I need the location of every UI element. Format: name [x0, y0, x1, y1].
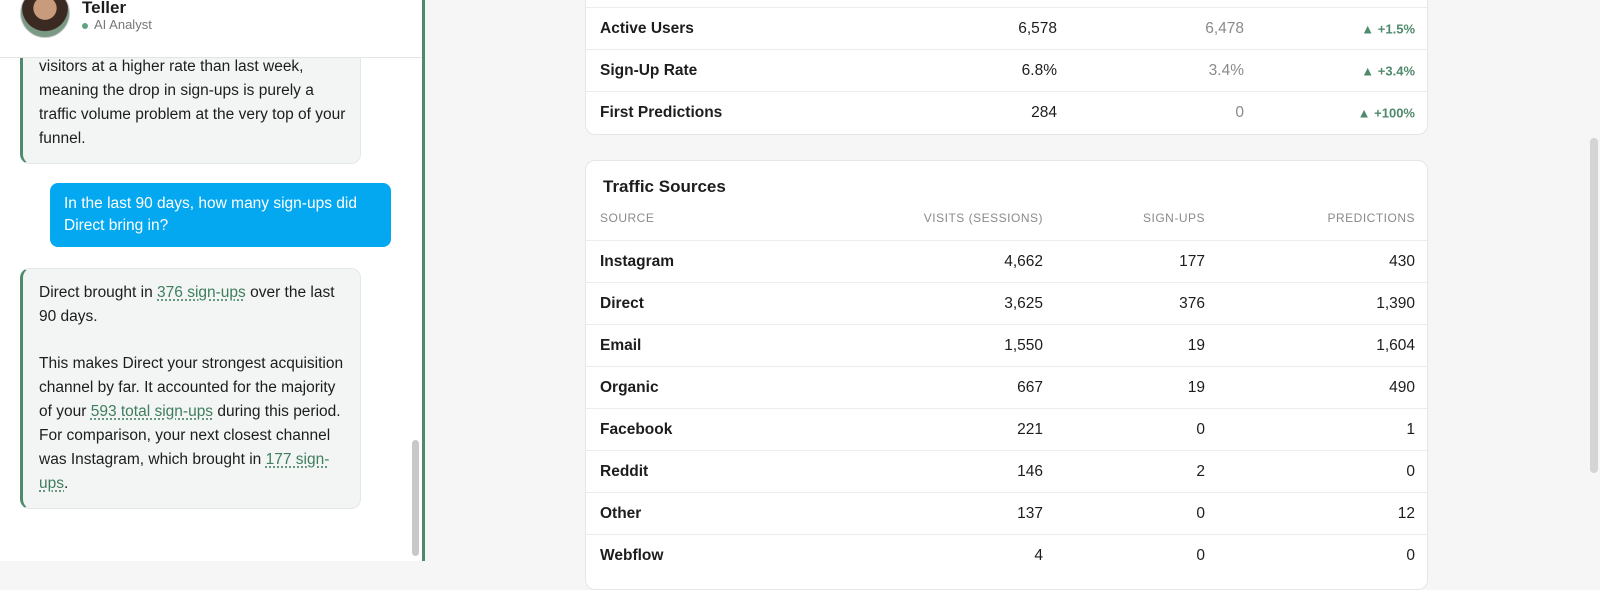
current-value: 6.8%	[1021, 62, 1057, 79]
source: Direct	[600, 295, 644, 312]
paragraph: In the last 90 days, how many sign-ups d…	[64, 193, 377, 237]
predictions: 430	[1389, 253, 1415, 270]
table-row: Instagram 4,662 177 430	[586, 240, 1427, 283]
change: ▲ +3.4%	[1361, 63, 1415, 79]
metric-row: Active Users 6,578 6,478 ▲ +1.5%	[586, 7, 1427, 50]
visits: 4	[1034, 547, 1043, 564]
sign-ups: 2	[1196, 463, 1205, 480]
visits: 137	[1017, 505, 1043, 522]
sign-ups: 0	[1196, 421, 1205, 438]
assistant-name: Teller	[82, 0, 127, 17]
visits: 1,550	[1004, 337, 1043, 354]
predictions: 1,390	[1376, 295, 1415, 312]
column-header: SOURCE	[600, 211, 655, 225]
sign-ups: 0	[1196, 547, 1205, 564]
chat-panel: Teller AI Analyst visitors at a higher r…	[0, 0, 425, 561]
source: Organic	[600, 379, 659, 396]
predictions: 1	[1406, 421, 1415, 438]
predictions: 12	[1397, 505, 1415, 522]
text: over the last 90 days.	[39, 284, 335, 325]
paragraph: visitors at a higher rate than last week…	[39, 55, 346, 151]
sign-ups: 177	[1179, 253, 1205, 270]
card-title: Traffic Sources	[603, 177, 726, 196]
previous-value: 0	[1235, 104, 1244, 121]
text: This makes Direct your strongest acquisi…	[39, 355, 344, 420]
metric-name: Sign-Up Rate	[600, 62, 698, 79]
column-header: VISITS (SESSIONS)	[923, 211, 1043, 225]
table-row: Facebook 221 0 1	[586, 408, 1427, 451]
source: Instagram	[600, 253, 675, 270]
change: ▲ +100%	[1357, 105, 1415, 121]
source: Facebook	[600, 421, 673, 438]
avatar	[20, 0, 70, 38]
table-row: Reddit 146 2 0	[586, 450, 1427, 493]
assistant-message: Direct brought in 376 sign-ups over the …	[20, 268, 361, 509]
metric-name: First Predictions	[600, 104, 723, 121]
previous-value: 3.4%	[1208, 62, 1244, 79]
scrollbar[interactable]	[1590, 138, 1598, 473]
source: Email	[600, 337, 642, 354]
current-value: 6,578	[1018, 20, 1057, 37]
status-dot	[82, 22, 88, 29]
visits: 667	[1017, 379, 1043, 396]
assistant-status: AI Analyst	[82, 17, 152, 32]
source: Webflow	[600, 547, 664, 564]
metric-name: Active Users	[600, 20, 694, 37]
assistant-message: visitors at a higher rate than last week…	[20, 42, 361, 164]
sign-ups: 19	[1187, 337, 1205, 354]
metrics-card: Active Users 6,578 6,478 ▲ +1.5% Sign-Up Rat…	[585, 0, 1428, 135]
current-value: 284	[1031, 104, 1057, 121]
inline-link[interactable]: 177 sign-ups	[39, 451, 330, 492]
column-header: PREDICTIONS	[1327, 211, 1415, 225]
text: Direct brought in	[39, 284, 158, 301]
sign-ups: 0	[1196, 505, 1205, 522]
text: In the last 90 days, how many sign-ups d…	[64, 195, 357, 234]
change: ▲ +1.5%	[1361, 21, 1415, 37]
sign-ups: 19	[1187, 379, 1205, 396]
metric-row: First Predictions 284 0 ▲ +100%	[586, 91, 1427, 134]
predictions: 1,604	[1376, 337, 1415, 354]
inline-link[interactable]: 593 total sign-ups	[90, 403, 214, 420]
scrollbar[interactable]	[412, 440, 419, 556]
visits: 4,662	[1004, 253, 1043, 270]
traffic-card: Traffic Sources SOURCE VISITS (SESSIONS) S…	[585, 160, 1428, 590]
visits: 221	[1017, 421, 1043, 438]
table-row: Webflow 4 0 0	[586, 534, 1427, 577]
table-row: Organic 667 19 490	[586, 366, 1427, 409]
source: Other	[600, 505, 642, 522]
metric-row: Sign-Up Rate 6.8% 3.4% ▲ +3.4%	[586, 49, 1427, 92]
predictions: 0	[1406, 547, 1415, 564]
table-row: Other 137 0 12	[586, 492, 1427, 535]
source: Reddit	[600, 463, 649, 480]
text: during this period. For comparison, your…	[39, 403, 341, 468]
paragraph: Direct brought in 376 sign-ups over the …	[39, 281, 346, 329]
sign-ups: 376	[1179, 295, 1205, 312]
table-row: Email 1,550 19 1,604	[586, 324, 1427, 367]
status-text: AI Analyst	[94, 17, 152, 32]
visits: 3,625	[1004, 295, 1043, 312]
column-header: SIGN-UPS	[1142, 211, 1205, 225]
text: .	[64, 475, 69, 492]
chat-header: Teller AI Analyst	[0, 0, 422, 58]
user-message: In the last 90 days, how many sign-ups d…	[50, 183, 391, 247]
text: visitors at a higher rate than last week…	[39, 58, 346, 147]
predictions: 490	[1389, 379, 1415, 396]
previous-value: 6,478	[1205, 20, 1244, 37]
visits: 146	[1017, 463, 1043, 480]
table-row: Direct 3,625 376 1,390	[586, 282, 1427, 325]
predictions: 0	[1406, 463, 1415, 480]
inline-link[interactable]: 376 sign-ups	[157, 284, 246, 301]
paragraph: This makes Direct your strongest acquisi…	[39, 352, 346, 496]
